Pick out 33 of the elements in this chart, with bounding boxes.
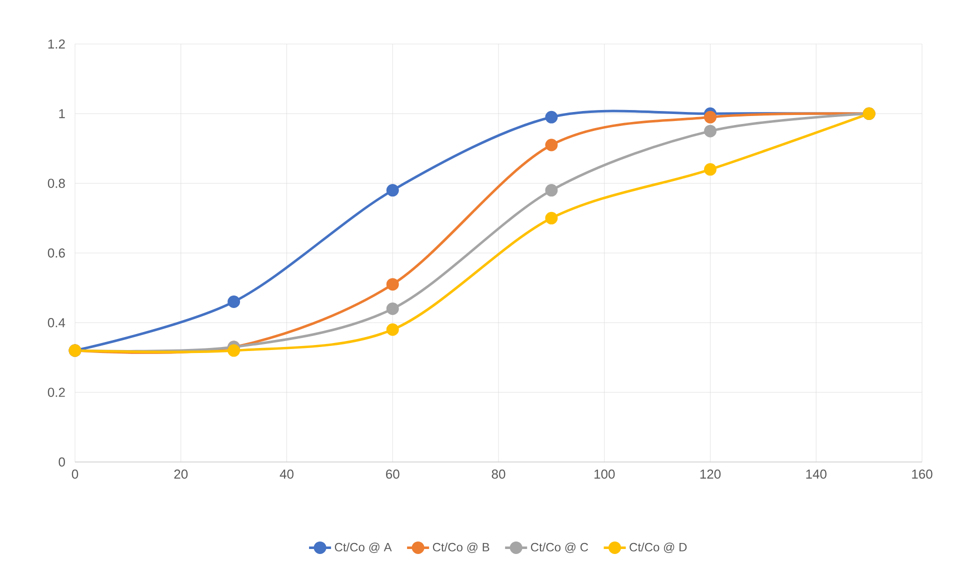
y-tick-label: 0.6 xyxy=(48,248,65,258)
point xyxy=(228,344,240,357)
legend-label: Ct/Co @ B xyxy=(432,542,490,553)
point xyxy=(228,296,240,308)
y-tick-label: 0.2 xyxy=(48,388,65,397)
y-tick-label: 1 xyxy=(59,109,65,118)
point xyxy=(545,138,558,152)
point xyxy=(545,212,558,224)
legend-label: Ct/Co @ C xyxy=(530,542,588,553)
x-tick-label: 100 xyxy=(594,470,615,479)
x-tick-label: 120 xyxy=(700,470,721,479)
y-tick-label: 0.4 xyxy=(48,318,66,328)
point xyxy=(386,302,399,315)
point xyxy=(545,110,558,124)
x-tick-label: 140 xyxy=(806,470,826,479)
y-tick-label: 0.8 xyxy=(48,178,65,188)
point xyxy=(704,124,717,138)
x-tick-label: 80 xyxy=(492,470,506,479)
y-tick-label: 0 xyxy=(58,457,65,467)
x-tick-label: 0 xyxy=(72,470,78,479)
x-tick-label: 160 xyxy=(912,470,932,479)
point xyxy=(386,323,399,336)
point xyxy=(704,110,717,124)
point xyxy=(704,163,717,176)
x-tick-label: 60 xyxy=(386,470,400,479)
point xyxy=(386,184,399,197)
legend-label: Ct/Co @ D xyxy=(630,542,687,553)
y-tick-label: 1.2 xyxy=(48,39,65,49)
x-tick-label: 20 xyxy=(174,470,188,479)
x-tick-label: 40 xyxy=(280,470,294,479)
point xyxy=(545,184,558,197)
legend-label: Ct/Co @ A xyxy=(334,542,392,553)
point xyxy=(386,278,399,291)
